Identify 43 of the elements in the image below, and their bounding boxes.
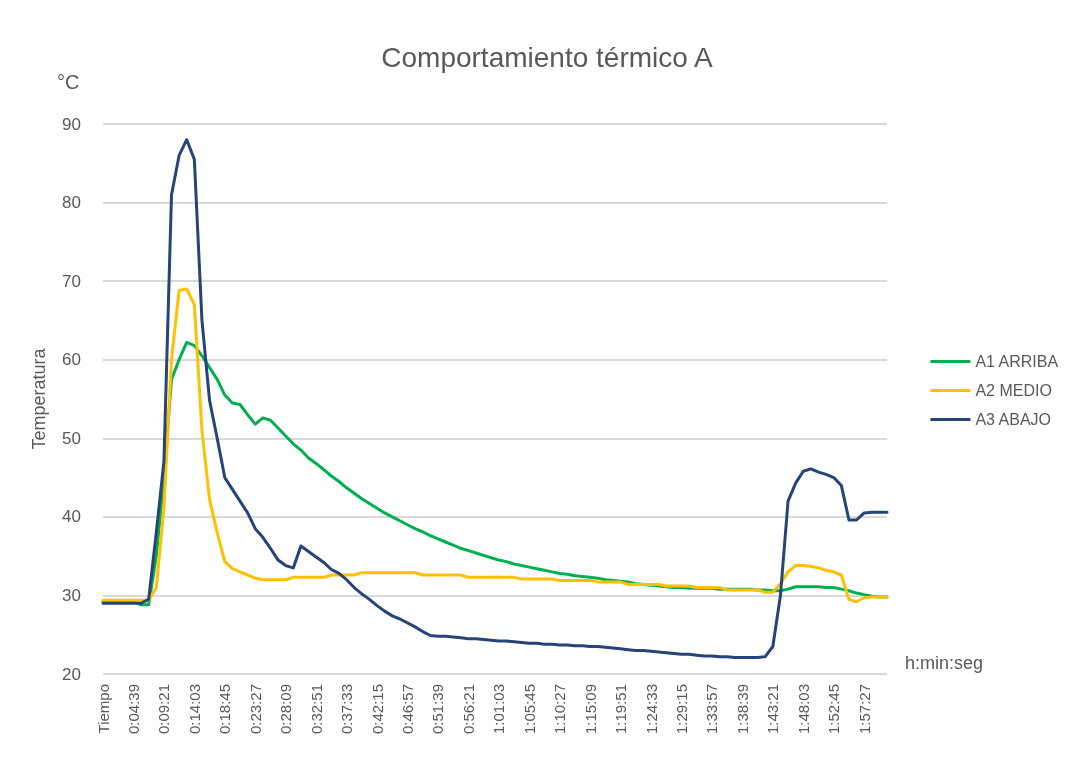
y-tick-label: 80 [62, 193, 81, 213]
legend-label: A2 MEDIO [975, 382, 1052, 399]
x-tick-label: 0:37:33 [338, 684, 356, 735]
chart-title: Comportamiento térmico A [381, 41, 714, 73]
x-tick-label: 1:05:45 [520, 684, 538, 735]
line-series [101, 287, 889, 604]
x-tick-label: 0:28:09 [277, 684, 295, 735]
y-tick-label: 40 [62, 507, 81, 527]
x-tick-label: 1:01:03 [490, 684, 508, 735]
x-tick-label: 1:15:09 [581, 684, 599, 735]
y-tick-label: 30 [62, 585, 81, 605]
y-tick-label: 60 [62, 350, 81, 370]
x-tick-label: 0:23:27 [246, 684, 264, 735]
x-tick-label: 0:56:21 [459, 684, 477, 735]
x-tick-label: 1:10:27 [551, 684, 569, 735]
y-axis-title: Temperatura [29, 347, 49, 450]
x-tick-label: Tiempo [94, 684, 112, 734]
legend-label: A1 ARRIBA [975, 353, 1059, 370]
x-tick-label: 0:32:51 [307, 684, 325, 735]
line-series [101, 138, 889, 659]
x-tick-label: 1:33:57 [703, 684, 721, 735]
x-tick-label: 0:14:03 [185, 684, 203, 735]
x-tick-label: 1:48:03 [794, 684, 812, 735]
x-tick-label: 1:52:45 [825, 684, 843, 735]
x-tick-label: 1:57:27 [855, 684, 873, 735]
x-tick-label: 1:38:39 [733, 684, 751, 735]
x-tick-label: 0:46:57 [398, 684, 416, 735]
y-tick-label: 70 [62, 271, 81, 291]
x-tick-label: 1:19:51 [612, 684, 630, 735]
y-tick-label: 90 [62, 114, 81, 134]
x-tick-label: 0:42:15 [368, 684, 386, 735]
x-tick-label: 0:18:45 [216, 684, 234, 735]
x-tick-label: 1:24:33 [642, 684, 660, 735]
x-tick-label: 1:43:21 [764, 684, 782, 735]
x-tick-label: 0:04:39 [124, 684, 142, 735]
x-axis-title: h:min:seg [905, 653, 984, 673]
legend-label: A3 ABAJO [975, 411, 1052, 428]
x-tick-label: 1:29:15 [672, 684, 690, 735]
x-tick-label: 0:51:39 [429, 684, 447, 735]
y-tick-label: 20 [62, 664, 81, 684]
x-tick-label: 0:09:21 [155, 684, 173, 735]
y-tick-label: 50 [62, 428, 81, 448]
text: °C [57, 71, 80, 93]
